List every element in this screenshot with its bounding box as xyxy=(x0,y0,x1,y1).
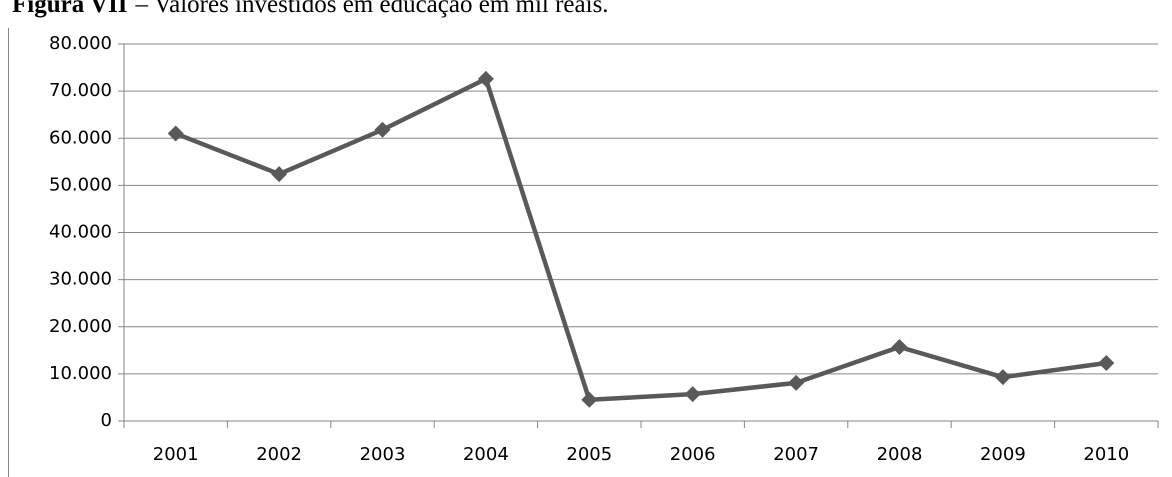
x-tick-label: 2007 xyxy=(773,444,819,465)
x-tick-label: 2005 xyxy=(566,444,612,465)
y-tick-label: 50.000 xyxy=(49,174,112,195)
marker xyxy=(684,386,701,403)
y-tick-label: 20.000 xyxy=(49,316,112,337)
title-text: – Valores investidos em educação em mil … xyxy=(135,0,609,18)
marker xyxy=(1098,355,1115,372)
x-tick-label: 2010 xyxy=(1083,444,1129,465)
x-tick-label: 2003 xyxy=(360,444,406,465)
x-tick-label: 2006 xyxy=(670,444,716,465)
x-tick-label: 2008 xyxy=(877,444,923,465)
y-tick-label: 10.000 xyxy=(49,363,112,384)
y-tick-label: 80.000 xyxy=(49,33,112,54)
title-label: Figura VII xyxy=(12,0,128,18)
marker xyxy=(271,166,288,183)
y-tick-label: 40.000 xyxy=(49,222,112,243)
x-tick-label: 2001 xyxy=(153,444,199,465)
marker xyxy=(788,374,805,391)
x-tick-label: 2004 xyxy=(463,444,509,465)
x-tick-label: 2002 xyxy=(256,444,302,465)
marker xyxy=(374,121,391,138)
marker xyxy=(477,70,494,87)
marker xyxy=(581,391,598,408)
y-tick-label: 70.000 xyxy=(49,80,112,101)
line-series xyxy=(174,76,1107,403)
marker xyxy=(994,369,1011,386)
y-tick-label: 0 xyxy=(101,410,112,431)
y-tick-label: 30.000 xyxy=(49,269,112,290)
y-tick-label: 60.000 xyxy=(49,127,112,148)
marker xyxy=(891,339,908,356)
x-tick-label: 2009 xyxy=(980,444,1026,465)
chart-title: Figura VII – Valores investidos em educaç… xyxy=(12,0,609,18)
marker xyxy=(167,125,184,142)
